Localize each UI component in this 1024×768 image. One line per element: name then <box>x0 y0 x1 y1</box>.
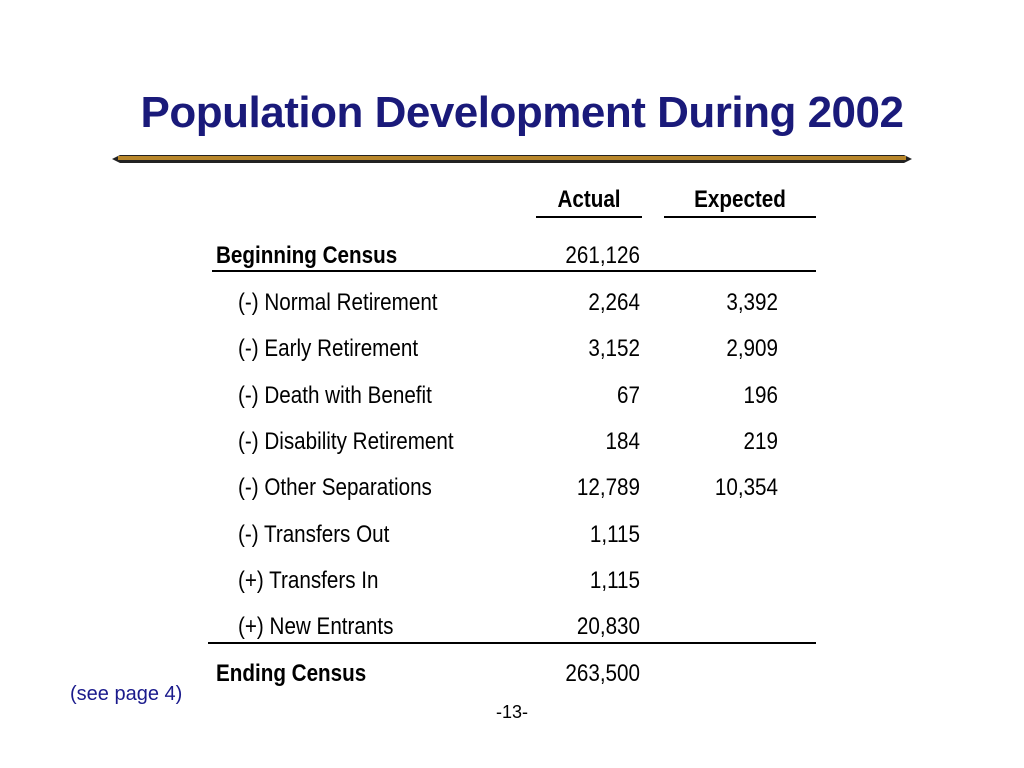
table-row-actual: 12,789 <box>576 474 640 501</box>
table-row-expected: 2,909 <box>726 335 778 362</box>
table-row-label: (-) Transfers Out <box>238 521 390 548</box>
page-number: -13- <box>495 702 528 722</box>
beginning-rule <box>212 270 816 272</box>
table-row-label: (-) Other Separations <box>238 474 432 501</box>
table-row-label: (+) Transfers In <box>238 567 379 594</box>
table-row-actual: 3,152 <box>588 335 640 362</box>
slide-title: Population Development During 2002 <box>140 88 904 137</box>
table-row-actual: 2,264 <box>588 289 640 316</box>
table-row-label: (-) Normal Retirement <box>238 289 438 316</box>
table-row-label: (-) Early Retirement <box>238 335 419 362</box>
table-row-actual: 184 <box>605 428 640 455</box>
table-row-expected: 219 <box>743 428 778 455</box>
header-expected: Expected <box>694 186 786 213</box>
header-expected-underline <box>664 216 816 218</box>
table-row-actual: 1,115 <box>589 567 640 594</box>
table-row-label: (-) Death with Benefit <box>238 382 432 409</box>
table-row-expected: 10,354 <box>714 474 778 501</box>
header-actual-underline <box>536 216 642 218</box>
table-row-actual: 20,830 <box>576 613 640 640</box>
title-underline-bar <box>112 154 912 163</box>
beginning-census-label: Beginning Census <box>216 242 398 269</box>
table-row-actual: 1,115 <box>589 521 640 548</box>
see-page-footnote: (see page 4) <box>70 683 183 705</box>
table-row-expected: 196 <box>743 382 778 409</box>
table-row-actual: 67 <box>617 382 640 409</box>
table-row-expected: 3,392 <box>726 289 778 316</box>
ending-rule <box>208 642 816 644</box>
ending-census-actual: 263,500 <box>565 660 640 687</box>
table-row-label: (-) Disability Retirement <box>238 428 454 455</box>
beginning-census-actual: 261,126 <box>565 242 640 269</box>
header-actual: Actual <box>557 186 621 213</box>
ending-census-label: Ending Census <box>216 660 367 687</box>
table-row-label: (+) New Entrants <box>238 613 394 640</box>
